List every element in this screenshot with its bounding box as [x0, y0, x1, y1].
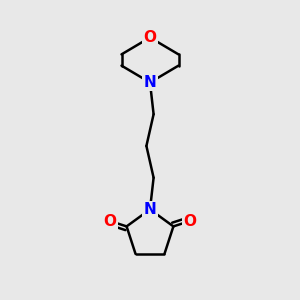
Text: N: N [144, 202, 156, 217]
Text: O: O [103, 214, 117, 229]
Text: N: N [144, 75, 156, 90]
Text: O: O [183, 214, 196, 229]
Text: O: O [143, 30, 157, 45]
